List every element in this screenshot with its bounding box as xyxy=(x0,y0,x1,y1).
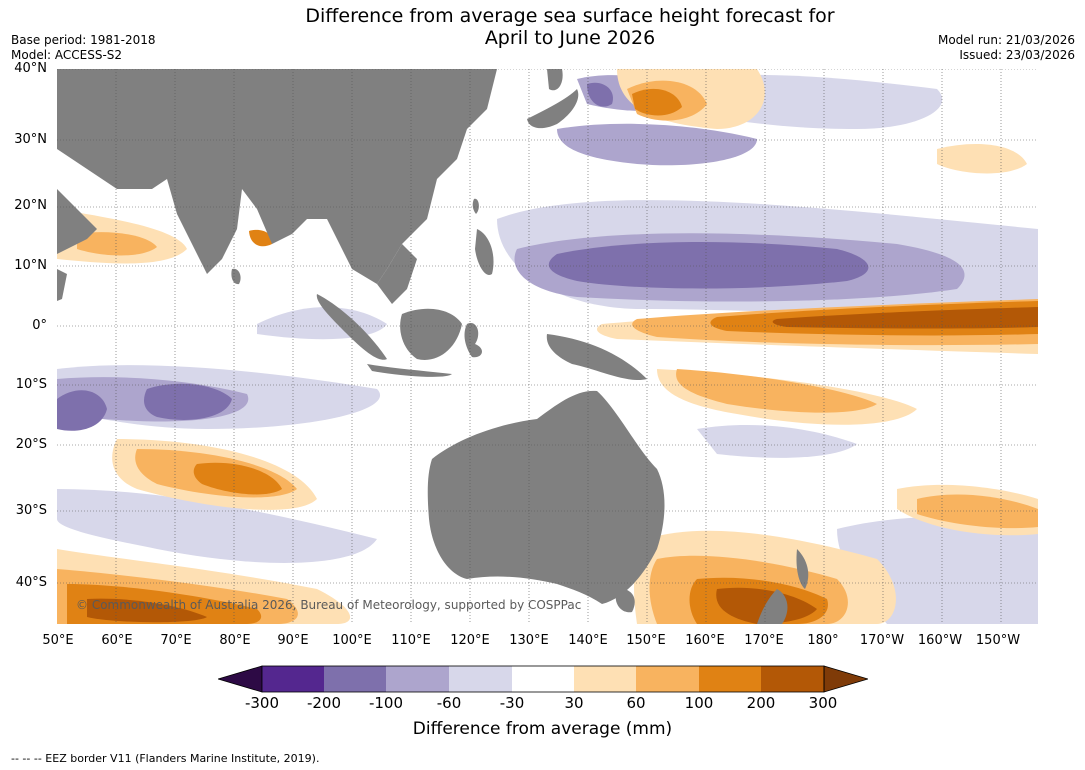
colorbar-tick: 60 xyxy=(626,694,646,712)
lon-label-50e: 50°E xyxy=(42,633,74,648)
lon-label-170e: 170°E xyxy=(744,633,784,648)
colorbar-tick: -200 xyxy=(306,694,342,712)
colorbar-tick: 100 xyxy=(684,694,714,712)
map-svg xyxy=(57,69,1038,624)
lat-label-20s: 20°S xyxy=(15,437,47,452)
colorbar-tick: -300 xyxy=(244,694,280,712)
colorbar-tick: 300 xyxy=(808,694,838,712)
lon-label-60e: 60°E xyxy=(101,633,133,648)
base-period-text: Base period: 1981-2018 xyxy=(11,33,156,47)
colorbar xyxy=(218,665,868,693)
lat-label-10n: 10°N xyxy=(14,258,47,273)
colorbar-bin-8 xyxy=(699,666,761,692)
colorbar-label: Difference from average (mm) xyxy=(412,719,673,739)
lat-label-20n: 20°N xyxy=(14,198,47,213)
issued-text: Issued: 23/03/2026 xyxy=(959,48,1075,62)
colorbar-bin-1 xyxy=(262,666,324,692)
lon-label-170w: 170°W xyxy=(859,633,905,648)
eez-footnote: -- -- -- EEZ border V11 (Flanders Marine… xyxy=(11,752,320,765)
meta-right: Model run: 21/03/2026 Issued: 23/03/2026 xyxy=(938,33,1075,63)
lat-label-0: 0° xyxy=(32,318,47,333)
colorbar-bin-2 xyxy=(324,666,386,692)
colorbar-below-min xyxy=(218,665,263,693)
lat-label-30n: 30°N xyxy=(14,132,47,147)
lon-label-120e: 120°E xyxy=(450,633,490,648)
colorbar-tick: 200 xyxy=(746,694,776,712)
colorbar-above-max xyxy=(823,665,868,693)
anomaly-field xyxy=(57,69,1038,624)
colorbar-tick: -60 xyxy=(436,694,462,712)
colorbar-tick: -100 xyxy=(368,694,404,712)
sea-level-map xyxy=(57,69,1038,624)
lon-label-130e: 130°E xyxy=(509,633,549,648)
colorbar-bin-6 xyxy=(574,666,636,692)
map-title-line-1: Difference from average sea surface heig… xyxy=(305,5,835,27)
colorbar-bin-7 xyxy=(636,666,699,692)
graticule xyxy=(57,69,1038,624)
map-title-line-2: April to June 2026 xyxy=(484,27,656,49)
lon-label-110e: 110°E xyxy=(391,633,431,648)
lat-label-40n: 40°N xyxy=(14,61,47,76)
lat-label-40s: 40°S xyxy=(15,575,47,590)
copyright-notice: © Commonwealth of Australia 2026, Bureau… xyxy=(76,598,582,612)
colorbar-bin-5 xyxy=(512,666,574,692)
colorbar-bin-9 xyxy=(761,666,824,692)
lat-label-30s: 30°S xyxy=(15,503,47,518)
colorbar-bin-3 xyxy=(386,666,449,692)
model-text: Model: ACCESS-S2 xyxy=(11,48,123,62)
lon-label-150e: 150°E xyxy=(626,633,666,648)
lon-label-160w: 160°W xyxy=(917,633,963,648)
lon-label-150w: 150°W xyxy=(975,633,1021,648)
lon-label-80e: 80°E xyxy=(219,633,251,648)
lon-label-160e: 160°E xyxy=(685,633,725,648)
lon-label-180: 180° xyxy=(807,633,839,648)
lon-label-140e: 140°E xyxy=(568,633,608,648)
colorbar-tick: -30 xyxy=(499,694,525,712)
meta-left: Base period: 1981-2018 Model: ACCESS-S2 xyxy=(11,33,156,63)
lon-label-100e: 100°E xyxy=(332,633,372,648)
lon-label-70e: 70°E xyxy=(160,633,192,648)
lon-label-90e: 90°E xyxy=(277,633,309,648)
colorbar-tick: 30 xyxy=(564,694,584,712)
lat-label-10s: 10°S xyxy=(15,377,47,392)
land-masses xyxy=(57,69,809,624)
model-run-text: Model run: 21/03/2026 xyxy=(937,33,1075,47)
colorbar-bin-4 xyxy=(449,666,512,692)
